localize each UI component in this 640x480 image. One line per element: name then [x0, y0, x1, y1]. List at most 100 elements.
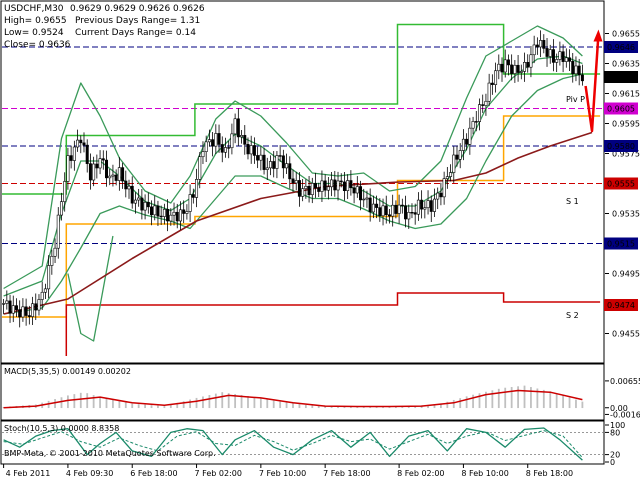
candle-body	[420, 199, 424, 210]
candle-body	[452, 154, 456, 173]
price-tag-bg	[604, 41, 638, 53]
candle-body	[580, 74, 584, 82]
candle-body	[105, 159, 109, 179]
macd-histogram-bar	[427, 404, 429, 409]
macd-histogram-bar	[394, 406, 397, 409]
candle-body	[545, 48, 549, 57]
candle-body	[262, 154, 266, 170]
candle-body	[172, 211, 176, 216]
macd-histogram-bar	[362, 406, 365, 409]
macd-histogram-bar	[292, 403, 294, 409]
candle-body	[211, 139, 215, 147]
candle-body	[117, 167, 121, 181]
candle-body	[40, 291, 44, 300]
candle-body	[101, 158, 105, 161]
candle-body	[43, 288, 47, 293]
candle-body	[76, 139, 80, 148]
macd-histogram-bar	[195, 397, 198, 409]
candle-body	[535, 44, 539, 48]
candle-body	[11, 305, 15, 314]
candle-body	[252, 145, 256, 156]
candle-body	[400, 204, 404, 207]
pivot-label: S 1	[566, 197, 579, 206]
candle-body	[233, 118, 237, 135]
macd-histogram-bar	[150, 405, 153, 409]
candle-body	[243, 135, 247, 145]
macd-tick-label: 0.00	[610, 404, 628, 413]
candle-body	[442, 178, 446, 198]
candle-body	[490, 82, 494, 85]
candle-body	[162, 209, 166, 217]
price-tag-text: 0.9515	[607, 240, 635, 249]
macd-histogram-bar	[214, 393, 217, 409]
candle-body	[169, 214, 173, 222]
candle-body	[95, 163, 99, 169]
macd-histogram-bar	[208, 395, 211, 409]
macd-histogram-bar	[478, 393, 481, 409]
macd-histogram-bar	[118, 401, 121, 409]
price-tag-bg	[604, 102, 638, 115]
candle-body	[310, 183, 314, 195]
candle-body	[69, 155, 73, 161]
pivot-label: S 2	[566, 311, 579, 320]
time-tick-label: 7 Feb 02:00	[195, 469, 242, 478]
candle-body	[156, 205, 160, 217]
price-tag-text: 0.9555	[607, 180, 635, 189]
macd-histogram-bar	[440, 403, 442, 409]
candle-body	[240, 135, 244, 138]
macd-histogram-bar	[581, 401, 584, 409]
candle-body	[204, 141, 208, 152]
candle-body	[88, 163, 92, 181]
candle-body	[198, 156, 202, 180]
macd-axis: 0.00655 0.00-0.00163	[605, 377, 640, 419]
macd-histogram-bar	[536, 388, 539, 409]
candle-body	[551, 49, 555, 63]
candle-body	[140, 197, 144, 211]
price-tag-text: 0.9580	[607, 142, 635, 151]
candle-body	[307, 185, 311, 195]
candle-body	[330, 179, 334, 188]
candle-body	[188, 194, 192, 212]
macd-histogram-bar	[542, 389, 545, 409]
macd-histogram-bar	[349, 406, 352, 409]
candle-body	[497, 63, 501, 72]
macd-histogram-bar	[144, 404, 146, 409]
candle-body	[568, 57, 572, 62]
candle-body	[355, 186, 359, 194]
time-tick-label: 8 Feb 02:00	[397, 469, 444, 478]
macd-histogram-bar	[131, 403, 134, 409]
macd-histogram-bar	[54, 399, 56, 409]
macd-histogram-bar	[510, 387, 513, 409]
candle-body	[397, 204, 401, 214]
candle-body	[108, 175, 112, 179]
moving-average	[3, 131, 593, 315]
candle-body	[249, 145, 253, 155]
macd-histogram-bar	[234, 394, 237, 409]
candle-body	[333, 179, 337, 191]
candle-body	[79, 139, 83, 144]
macd-histogram-bar	[99, 397, 101, 409]
candle-body	[230, 133, 234, 149]
pivot-labels: Piv P S 1 S 2	[566, 95, 585, 320]
price-tick-label: 0.9615	[612, 90, 640, 99]
curr-range-info: Current Days Range= 0.14	[75, 28, 196, 38]
candle-body	[47, 265, 51, 290]
candle-body	[301, 188, 305, 197]
candle-body	[445, 176, 449, 179]
candle-body	[268, 161, 272, 169]
candle-body	[31, 303, 35, 317]
candle-body	[342, 181, 346, 191]
candle-body	[387, 214, 391, 217]
macd-histogram-bar	[472, 394, 474, 409]
macd-label: MACD(5,35,5) 0.00149 0.00202	[4, 367, 131, 376]
symbol-header: USDCHF,M30	[4, 4, 64, 14]
candle-body	[555, 59, 559, 63]
time-tick-label: 4 Feb 09:30	[66, 469, 113, 478]
ohlc-header: 0.9629 0.9629 0.9626 0.9626	[70, 4, 205, 14]
macd-histogram-bar	[317, 405, 320, 409]
candle-body	[320, 180, 324, 192]
candle-body	[416, 199, 420, 215]
candle-body	[236, 118, 240, 138]
macd-histogram-bar	[266, 399, 269, 409]
